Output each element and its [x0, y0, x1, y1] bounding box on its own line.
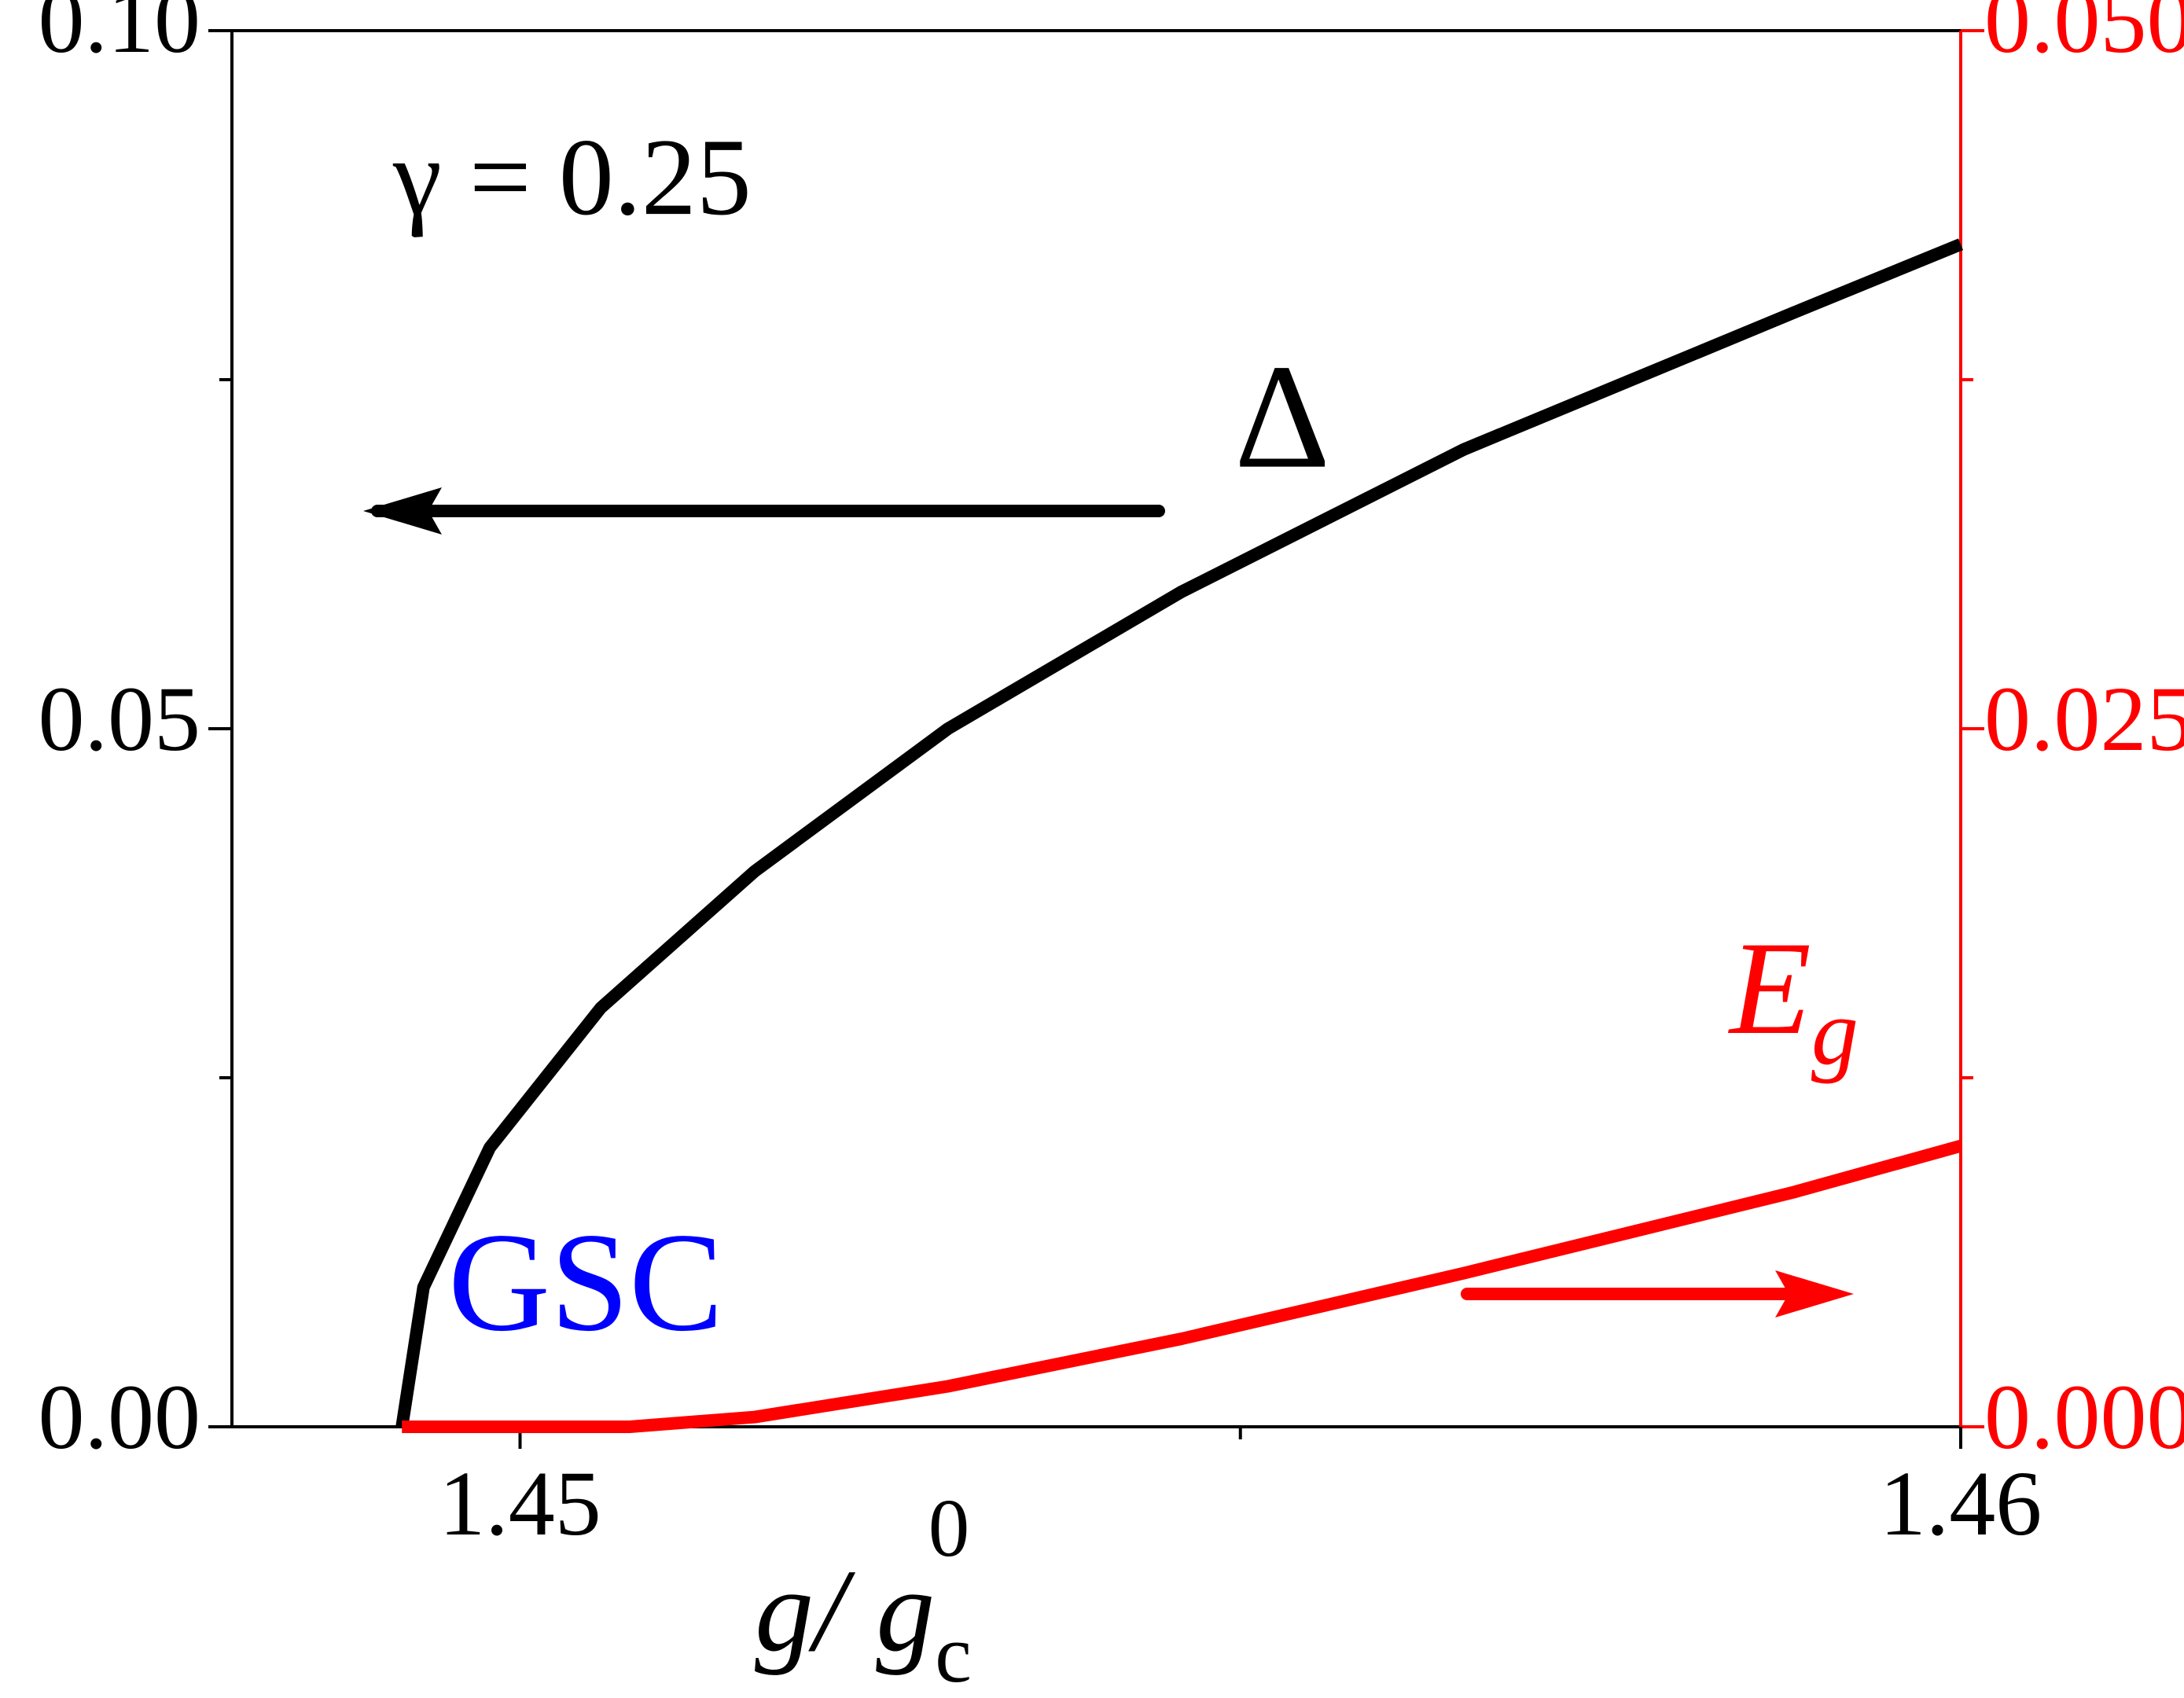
x-label-main: g/ g: [755, 1545, 935, 1676]
y-tick-label: 0.05: [39, 667, 201, 770]
x-tick-label: 1.45: [439, 1452, 601, 1555]
x-axis-label: g/ gc 0: [755, 1482, 972, 1698]
gamma-label: γ = 0.25: [392, 116, 752, 238]
eg-label: Eg: [1728, 914, 1859, 1084]
delta-label: Δ: [1234, 335, 1330, 500]
series-line: [402, 1139, 1963, 1433]
eg-main: E: [1728, 914, 1811, 1062]
x-label-sup: 0: [928, 1482, 970, 1574]
eg-sub: g: [1811, 979, 1859, 1084]
y-tick-label: 0.00: [39, 1365, 201, 1468]
delta-arrowhead: [363, 487, 442, 535]
x-label-sub: c: [935, 1608, 972, 1698]
y2-tick-label: 0.050: [1984, 0, 2184, 72]
eg-arrowhead: [1775, 1270, 1854, 1318]
y2-tick-label: 0.025: [1984, 667, 2184, 770]
series-line: [395, 238, 1964, 1428]
x-tick-label: 1.46: [1880, 1452, 2042, 1555]
y2-tick-label: 0.000: [1984, 1365, 2184, 1468]
y-tick-label: 0.10: [39, 0, 201, 72]
gsc-label: GSC: [448, 1204, 723, 1360]
